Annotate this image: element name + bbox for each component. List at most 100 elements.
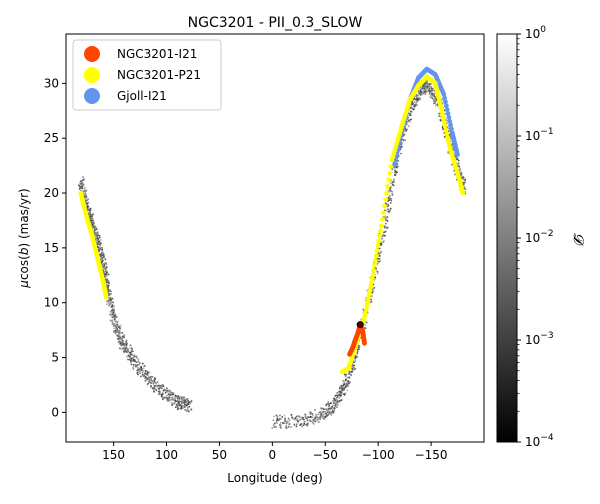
density-point (144, 379, 147, 382)
density-point (98, 236, 101, 239)
density-point (346, 389, 349, 392)
density-point (372, 290, 375, 293)
density-point (386, 219, 389, 222)
density-point (117, 330, 120, 333)
density-point (431, 94, 434, 97)
density-point (101, 254, 104, 256)
density-point (329, 410, 332, 413)
density-point (83, 189, 86, 191)
density-point (376, 270, 379, 273)
density-point (274, 422, 276, 425)
x-tick-label: 0 (269, 448, 277, 462)
density-point (286, 420, 289, 422)
density-point (343, 393, 346, 396)
y-tick-label: 20 (44, 186, 59, 200)
density-point (171, 404, 173, 407)
density-point (190, 400, 193, 402)
density-point (274, 426, 277, 428)
density-point (320, 412, 323, 415)
obs-point (386, 177, 392, 183)
density-point (386, 216, 389, 219)
density-point (97, 246, 100, 249)
density-point (135, 355, 138, 358)
density-point (181, 402, 184, 405)
density-point (443, 136, 446, 138)
density-point (356, 352, 359, 355)
density-point (407, 119, 410, 122)
density-point (310, 416, 313, 419)
density-point (343, 388, 345, 391)
density-point (87, 198, 90, 201)
density-point (162, 384, 164, 387)
density-point (156, 385, 159, 388)
density-point (376, 272, 379, 275)
density-point (81, 179, 84, 182)
density-point (414, 98, 417, 101)
density-point (172, 402, 175, 405)
density-point (141, 371, 144, 374)
density-point (178, 402, 180, 404)
density-point (285, 425, 288, 428)
density-point (169, 392, 171, 395)
density-point (401, 142, 403, 145)
x-axis-label: Longitude (deg) (227, 471, 322, 485)
density-point (287, 417, 290, 420)
density-point (345, 382, 348, 385)
density-point (109, 298, 112, 301)
density-point (106, 303, 108, 306)
density-point (343, 373, 346, 376)
density-point (314, 409, 317, 411)
density-point (170, 401, 173, 404)
density-point (433, 98, 436, 101)
density-point (462, 178, 465, 181)
legend-marker-gjoll-i21 (84, 88, 100, 104)
density-point (337, 391, 340, 394)
obs-point (445, 135, 450, 141)
legend-label-ngc3201-i21: NGC3201-I21 (117, 47, 197, 61)
density-point (99, 248, 102, 250)
density-point (138, 369, 141, 372)
density-point (332, 399, 335, 402)
density-point (82, 178, 85, 181)
obs-point (383, 197, 388, 203)
density-point (281, 416, 284, 418)
density-point (350, 370, 353, 373)
density-point (307, 424, 309, 427)
density-point (431, 89, 434, 92)
density-point (458, 165, 461, 168)
density-point (310, 412, 312, 415)
density-point (99, 244, 102, 246)
density-point (312, 414, 314, 417)
obs-point (441, 119, 447, 125)
density-point (335, 394, 337, 397)
density-point (334, 405, 337, 408)
density-point (459, 167, 462, 170)
legend-label-gjoll-i21: Gjoll-I21 (117, 89, 167, 103)
density-point (136, 366, 139, 369)
density-point (410, 104, 413, 107)
y-tick-label: 30 (44, 76, 59, 90)
obs-point (363, 311, 368, 317)
density-point (100, 255, 102, 258)
density-point (422, 87, 425, 89)
density-point (180, 399, 183, 402)
density-point (78, 185, 81, 188)
density-point (425, 91, 428, 93)
y-tick-label: 10 (44, 296, 59, 310)
obs-point (362, 340, 367, 346)
density-point (153, 390, 155, 393)
density-point (410, 118, 413, 121)
obs-point (369, 276, 375, 282)
density-point (400, 152, 402, 155)
obs-point (441, 91, 447, 97)
density-point (430, 87, 433, 90)
density-point (338, 397, 341, 399)
density-point (395, 171, 398, 174)
density-point (351, 368, 354, 371)
density-point (77, 184, 80, 187)
density-point (338, 387, 341, 389)
density-point (409, 112, 411, 115)
density-point (101, 251, 104, 254)
density-point (82, 184, 84, 186)
obs-point (444, 107, 450, 113)
